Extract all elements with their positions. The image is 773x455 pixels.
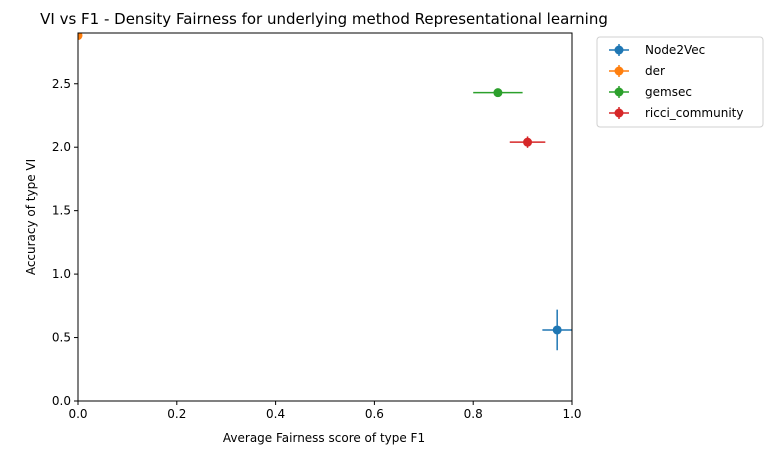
x-tick-label: 0.8 (464, 407, 483, 421)
y-tick-label: 0.0 (52, 394, 71, 408)
y-tick-label: 0.5 (52, 331, 71, 345)
data-series (78, 33, 572, 351)
x-tick-label: 0.2 (167, 407, 186, 421)
legend-item: Node2Vec (609, 43, 705, 57)
legend-label: der (645, 64, 665, 78)
legend-item: ricci_community (609, 106, 743, 120)
legend-label: gemsec (645, 85, 692, 99)
y-tick-label: 2.0 (52, 140, 71, 154)
data-point (78, 33, 83, 41)
data-point (493, 88, 503, 98)
y-tick-label: 1.0 (52, 267, 71, 281)
series-Node2Vec (542, 309, 572, 351)
legend-label: Node2Vec (645, 43, 705, 57)
chart-title: VI vs F1 - Density Fairness for underlyi… (40, 10, 608, 28)
legend-marker (614, 87, 624, 97)
x-axis-label: Average Fairness score of type F1 (223, 431, 425, 445)
x-tick-label: 0.4 (266, 407, 285, 421)
x-axis-ticks: 0.0 0.2 0.4 0.6 0.8 1.0 (68, 401, 582, 421)
x-tick-label: 1.0 (562, 407, 581, 421)
data-point (523, 137, 533, 147)
legend-marker (614, 108, 624, 118)
data-point (552, 325, 562, 335)
legend-item: der (609, 64, 665, 78)
legend-marker (614, 66, 624, 76)
y-tick-label: 1.5 (52, 204, 71, 218)
x-tick-label: 0.6 (365, 407, 384, 421)
series-der (78, 33, 83, 41)
plot-frame (77, 32, 573, 402)
legend: Node2Vec der gemsec ricci_community (596, 36, 764, 128)
legend-label: ricci_community (645, 106, 743, 120)
legend-box (596, 36, 764, 128)
y-tick-label: 2.5 (52, 77, 71, 91)
series-ricci_community (509, 136, 546, 148)
y-axis-label: Accuracy of type VI (24, 159, 38, 275)
legend-item: gemsec (609, 85, 692, 99)
x-tick-label: 0.0 (68, 407, 87, 421)
series-gemsec (473, 88, 523, 98)
y-axis-ticks: 0.0 0.5 1.0 1.5 2.0 2.5 (52, 77, 78, 408)
legend-marker (614, 45, 624, 55)
